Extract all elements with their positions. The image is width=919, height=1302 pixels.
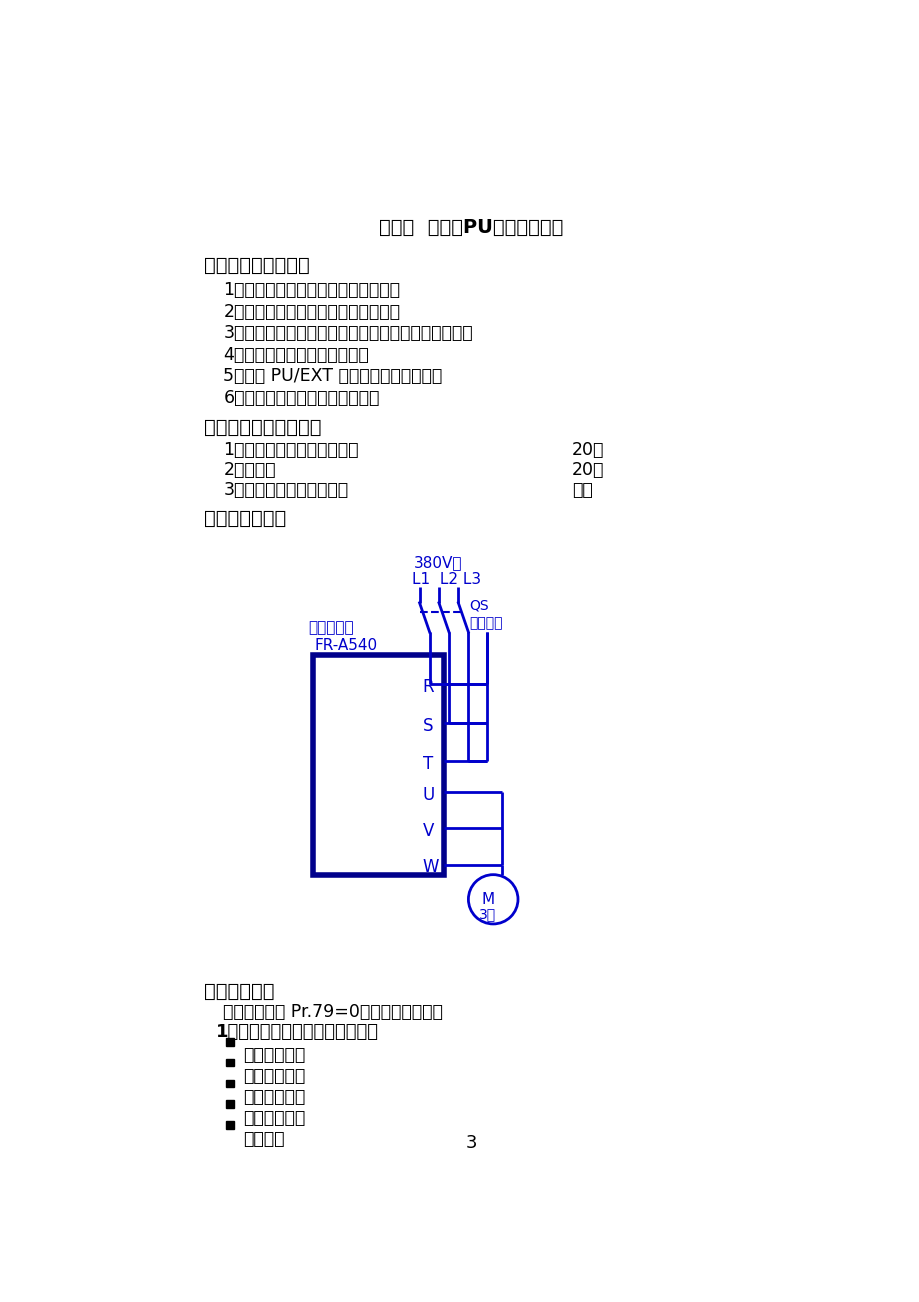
Text: FR-A540: FR-A540 [314,638,378,654]
Text: 三菱变频器: 三菱变频器 [309,621,354,635]
Text: T: T [422,755,433,773]
Text: 4、熟悉模式参数设定方法方法: 4、熟悉模式参数设定方法方法 [223,345,369,363]
Text: 四、实验内容: 四、实验内容 [204,982,275,1001]
Text: 面板操作模式: 面板操作模式 [243,1109,305,1126]
Text: 1、熟悉几种操作模式的相互转换方法: 1、熟悉几种操作模式的相互转换方法 [223,281,400,299]
Text: 3: 3 [465,1134,477,1152]
Text: 一、实验目的的任务: 一、实验目的的任务 [204,256,310,275]
Text: QS: QS [469,599,488,613]
Text: M: M [481,892,494,906]
Text: 2、熟悉几种监视模式的相互转换方法: 2、熟悉几种监视模式的相互转换方法 [223,302,400,320]
Text: 3、熟悉面板操作模式与外部操作模式的相互转换方法: 3、熟悉面板操作模式与外部操作模式的相互转换方法 [223,324,472,342]
Text: 参数设定模式: 参数设定模式 [243,1088,305,1105]
Text: 3～: 3～ [479,907,495,921]
Text: U: U [422,786,435,805]
Text: 频率监视模式: 频率监视模式 [243,1047,305,1064]
Text: 20只: 20只 [572,461,604,479]
Text: 若干: 若干 [572,482,593,499]
Text: S: S [422,717,433,734]
Text: 1、几种操作模式的相互转换练习: 1、几种操作模式的相互转换练习 [216,1023,379,1042]
Text: 注：模式参数 Pr.79=0（默认）时的练习: 注：模式参数 Pr.79=0（默认）时的练习 [223,1004,443,1021]
Text: 380V～: 380V～ [413,555,461,570]
Bar [312,655,444,875]
Text: 二、实验主要仪器设备: 二、实验主要仪器设备 [204,418,322,437]
Text: 电源开关: 电源开关 [469,617,502,630]
Text: 5、熟悉 PU/EXT 模式运行频率设定方法: 5、熟悉 PU/EXT 模式运行频率设定方法 [223,367,442,385]
Text: 3、常用电气接线安装工具: 3、常用电气接线安装工具 [223,482,348,499]
Text: L1  L2 L3: L1 L2 L3 [412,572,481,587]
Text: 频率设定模式: 频率设定模式 [243,1068,305,1085]
Text: 帮助模式: 帮助模式 [243,1130,284,1147]
Text: 6、熟悉参数的全部清除操作方法: 6、熟悉参数的全部清除操作方法 [223,389,380,406]
Text: R: R [422,678,434,697]
Text: W: W [422,858,438,876]
Text: 1、《变频控制技术实验板》: 1、《变频控制技术实验板》 [223,441,358,460]
Text: 2、万用表: 2、万用表 [223,461,276,479]
Text: 20套: 20套 [572,441,604,460]
Text: 实验一  变频器PU面板操作实验: 实验一 变频器PU面板操作实验 [379,217,563,237]
Text: V: V [422,823,434,840]
Text: 三、实验接线图: 三、实验接线图 [204,509,286,527]
